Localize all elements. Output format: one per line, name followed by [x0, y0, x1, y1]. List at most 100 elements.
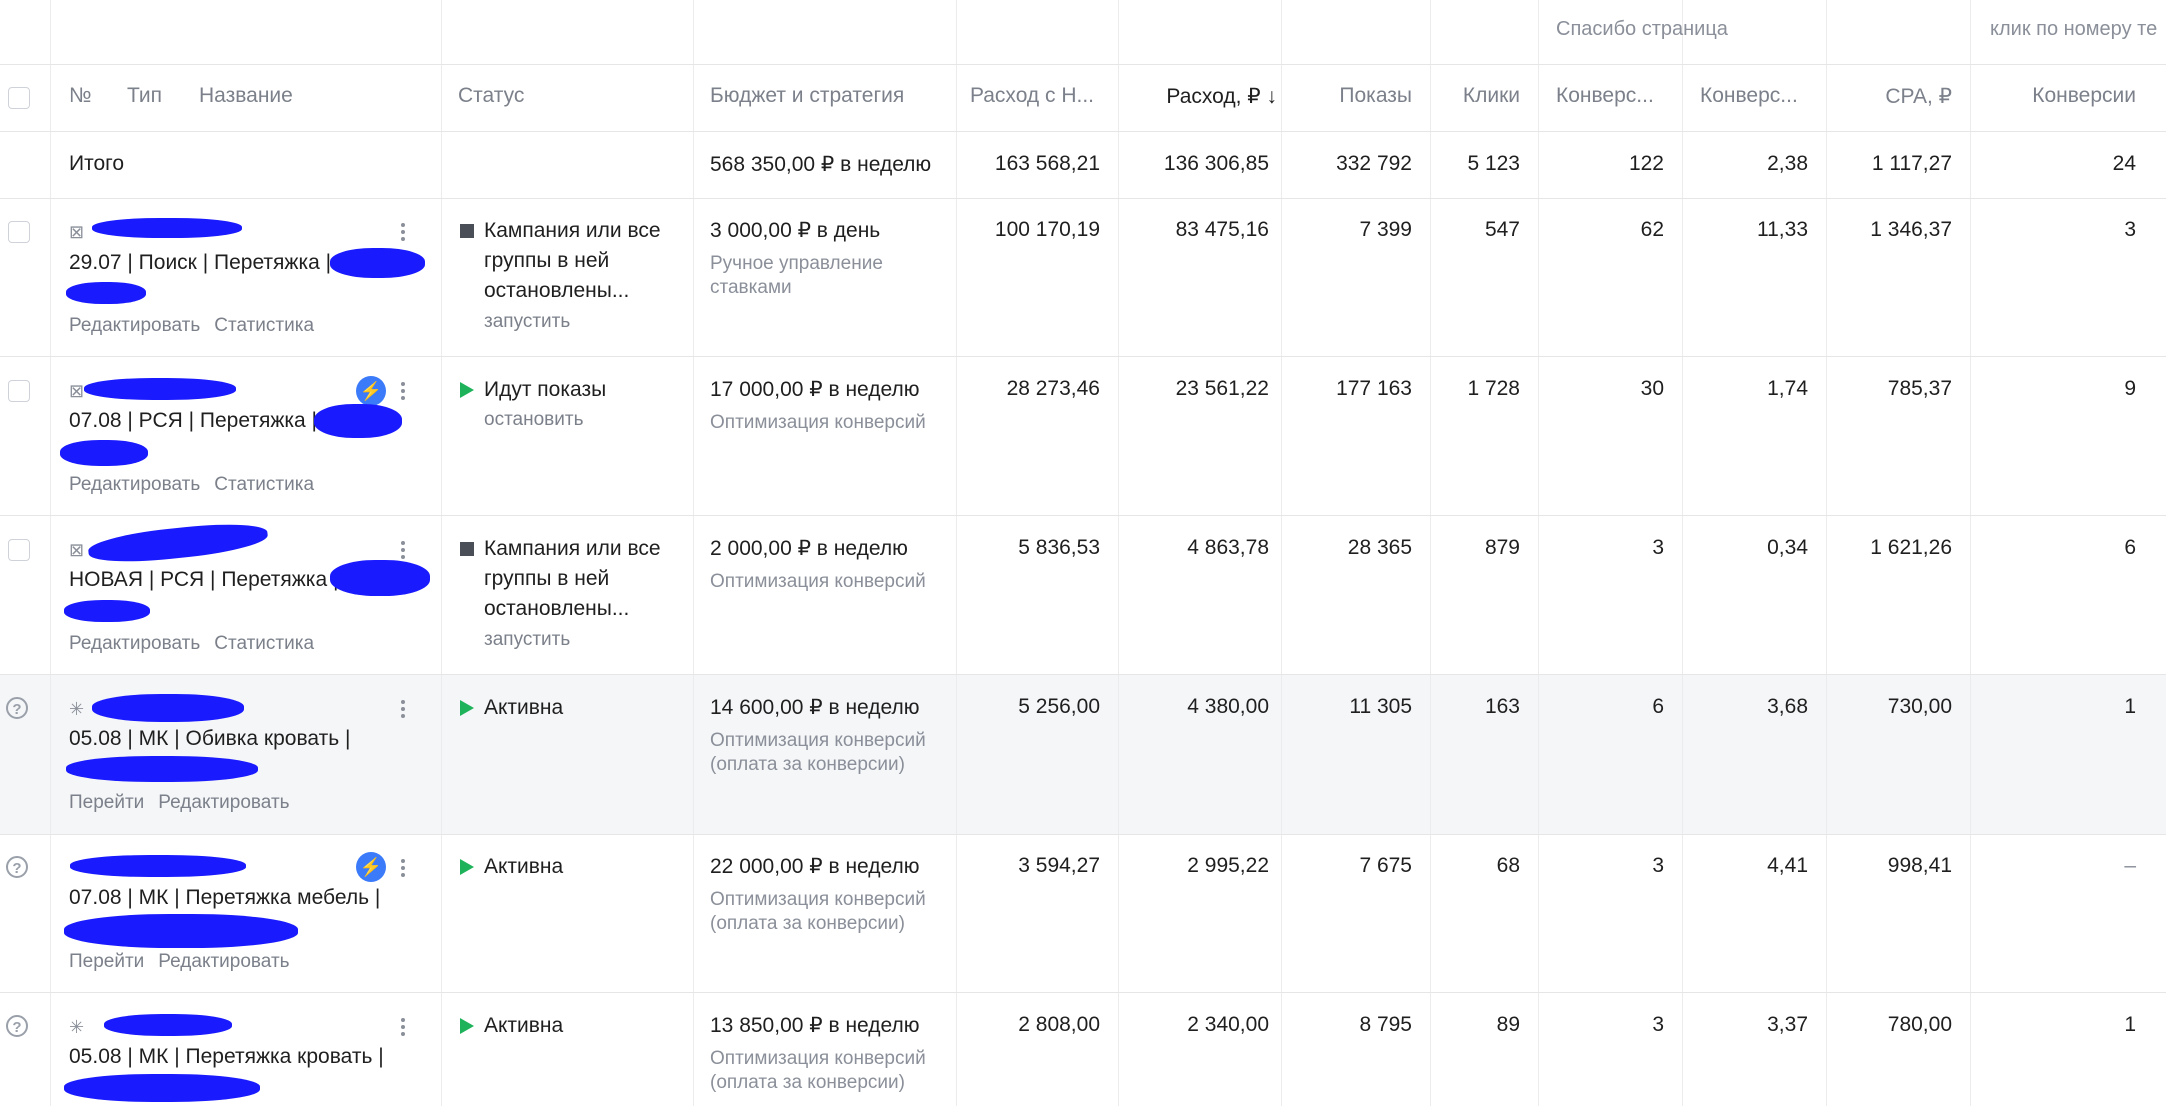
conv2-value: 3,37: [1767, 1013, 1808, 1036]
statistics-link[interactable]: Статистика: [214, 474, 315, 495]
col-header-number[interactable]: №: [69, 84, 92, 107]
budget-value[interactable]: 17 000,00 ₽ в неделю: [710, 378, 920, 401]
strategy-text: Оптимизация конверсий (оплата за конверс…: [710, 889, 926, 934]
strategy-text: Оптимизация конверсий: [710, 571, 926, 592]
conversions-value: 3: [2124, 218, 2136, 241]
stop-icon: [460, 542, 474, 556]
spend-vat-value: 5 836,53: [1018, 536, 1100, 559]
row-checkbox[interactable]: [8, 380, 30, 402]
clicks-value: 163: [1484, 695, 1520, 718]
redaction-mark: [64, 600, 150, 622]
more-menu-icon[interactable]: [400, 697, 406, 721]
help-question-icon[interactable]: ?: [6, 1015, 28, 1037]
totals-label: Итого: [69, 152, 125, 175]
clicks-value: 1 728: [1467, 377, 1520, 400]
totals-conv2: 2,38: [1767, 152, 1808, 175]
campaign-name[interactable]: 07.08 | МК | Перетяжка мебель |: [69, 886, 381, 909]
edit-link[interactable]: Редактировать: [69, 474, 201, 495]
conv2-value: 11,33: [1757, 218, 1808, 241]
conv2-value: 4,41: [1767, 854, 1808, 877]
row-checkbox[interactable]: [8, 221, 30, 243]
budget-value[interactable]: 3 000,00 ₽ в день: [710, 219, 881, 242]
conv1-value: 3: [1652, 1013, 1664, 1036]
col-header-conv2[interactable]: Конверс...: [1700, 84, 1798, 107]
redaction-mark: [64, 1074, 260, 1102]
clicks-value: 879: [1484, 536, 1520, 559]
redaction-mark: [64, 914, 298, 948]
budget-value[interactable]: 22 000,00 ₽ в неделю: [710, 855, 920, 878]
col-header-type[interactable]: Тип: [127, 84, 163, 107]
impressions-value: 28 365: [1347, 536, 1412, 559]
impressions-value: 8 795: [1359, 1013, 1412, 1036]
spend-value: 83 475,16: [1175, 218, 1269, 241]
campaign-name[interactable]: НОВАЯ | РСЯ | Перетяжка |: [69, 568, 339, 591]
budget-value[interactable]: 14 600,00 ₽ в неделю: [710, 696, 920, 719]
col-header-status[interactable]: Статус: [458, 84, 525, 107]
col-header-conversions[interactable]: Конверсии: [2032, 84, 2136, 107]
strategy-text: Ручное управление ставками: [710, 253, 883, 298]
col-header-cpa[interactable]: CPA, ₽: [1885, 85, 1952, 108]
totals-impressions: 332 792: [1336, 152, 1412, 175]
status-text: Активна: [484, 855, 564, 878]
conv2-value: 1,74: [1767, 377, 1808, 400]
help-question-icon[interactable]: ?: [6, 856, 28, 878]
campaign-name[interactable]: 05.08 | МК | Обивка кровать |: [69, 727, 351, 750]
select-all-checkbox[interactable]: [8, 87, 30, 109]
more-menu-icon[interactable]: [400, 538, 406, 562]
statistics-link[interactable]: Статистика: [214, 633, 315, 654]
redaction-mark: [70, 855, 246, 877]
row-actions: Перейти Редактировать: [69, 951, 304, 973]
col-header-impressions[interactable]: Показы: [1339, 84, 1412, 107]
edit-link[interactable]: Редактировать: [69, 633, 201, 654]
spend-value: 4 380,00: [1187, 695, 1269, 718]
master-campaign-icon: ✳: [69, 699, 85, 719]
col-header-spend[interactable]: Расход, ₽ ↓: [1166, 85, 1277, 108]
campaign-name[interactable]: 29.07 | Поиск | Перетяжка |: [69, 251, 332, 274]
conv2-value: 0,34: [1767, 536, 1808, 559]
row-actions: Перейти Редактировать: [69, 792, 304, 814]
campaign-name[interactable]: 07.08 | РСЯ | Перетяжка |: [69, 409, 317, 432]
conv1-value: 3: [1652, 536, 1664, 559]
spend-value: 2 995,22: [1187, 854, 1269, 877]
more-menu-icon[interactable]: [400, 1015, 406, 1039]
col-header-name[interactable]: Название: [199, 84, 293, 107]
conv1-value: 6: [1652, 695, 1664, 718]
statistics-link[interactable]: Статистика: [214, 315, 315, 336]
col-header-budget[interactable]: Бюджет и стратегия: [710, 84, 905, 107]
conversions-value: 6: [2124, 536, 2136, 559]
budget-value[interactable]: 13 850,00 ₽ в неделю: [710, 1014, 920, 1037]
cpa-value: 998,41: [1887, 854, 1952, 877]
status-action-link[interactable]: запустить: [484, 629, 571, 650]
edit-link[interactable]: Редактировать: [69, 315, 201, 336]
status-action-link[interactable]: запустить: [484, 311, 571, 332]
conv1-value: 3: [1652, 854, 1664, 877]
autotargeting-bolt-icon[interactable]: ⚡: [356, 852, 386, 882]
more-menu-icon[interactable]: [400, 220, 406, 244]
go-link[interactable]: Перейти: [69, 951, 145, 972]
redaction-mark: [92, 694, 244, 722]
more-menu-icon[interactable]: [400, 379, 406, 403]
conversions-value: 1: [2124, 695, 2136, 718]
col-header-clicks[interactable]: Клики: [1462, 84, 1520, 107]
edit-link[interactable]: Редактировать: [158, 792, 290, 813]
conv1-value: 30: [1640, 377, 1664, 400]
status-action-link[interactable]: остановить: [484, 409, 584, 430]
row-checkbox[interactable]: [8, 539, 30, 561]
col-header-conv1[interactable]: Конверс...: [1556, 84, 1654, 107]
edit-link[interactable]: Редактировать: [158, 951, 290, 972]
autotargeting-bolt-icon[interactable]: ⚡: [356, 376, 386, 406]
row-actions: Редактировать Статистика: [69, 474, 328, 496]
row-actions: Редактировать Статистика: [69, 315, 328, 337]
cpa-value: 785,37: [1887, 377, 1952, 400]
help-question-icon[interactable]: ?: [6, 697, 28, 719]
go-link[interactable]: Перейти: [69, 792, 145, 813]
cpa-value: 1 346,37: [1870, 218, 1952, 241]
spend-vat-value: 5 256,00: [1018, 695, 1100, 718]
budget-value[interactable]: 2 000,00 ₽ в неделю: [710, 537, 908, 560]
conversions-value: –: [2124, 854, 2136, 877]
totals-spend-vat: 163 568,21: [994, 152, 1100, 175]
campaign-name[interactable]: 05.08 | МК | Перетяжка кровать |: [69, 1045, 384, 1068]
more-menu-icon[interactable]: [400, 856, 406, 880]
clicks-value: 68: [1496, 854, 1520, 877]
col-header-spend-vat[interactable]: Расход с Н...: [969, 84, 1094, 107]
